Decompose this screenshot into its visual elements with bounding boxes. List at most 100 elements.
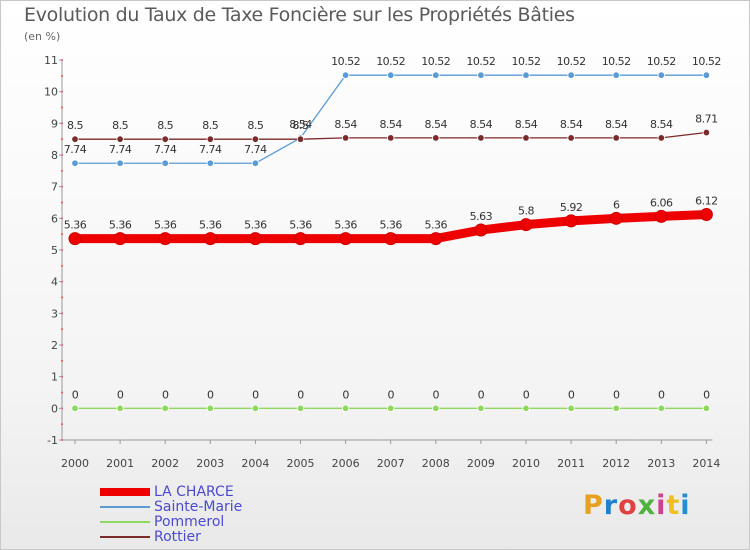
data-point-rottier xyxy=(116,135,124,143)
data-point-la-charce xyxy=(654,209,668,223)
data-point-la-charce xyxy=(68,232,82,246)
data-point-la-charce xyxy=(294,232,307,246)
data-label-sainte-marie: 10.52 xyxy=(466,55,495,68)
data-label-sainte-marie: 10.52 xyxy=(331,55,360,68)
y-axis-dot xyxy=(61,328,63,331)
data-point-la-charce xyxy=(609,211,623,225)
data-label-rottier: 8.54 xyxy=(470,118,493,131)
chart-title: Evolution du Taux de Taxe Foncière sur l… xyxy=(24,4,575,26)
data-label-la-charce: 5.36 xyxy=(154,219,177,232)
legend-entry-la-charce: LA CHARCE xyxy=(100,485,242,500)
logo-letter: i xyxy=(680,490,691,521)
data-label-sainte-marie: 10.52 xyxy=(692,55,721,68)
legend-label: LA CHARCE xyxy=(154,484,234,500)
data-point-la-charce xyxy=(203,232,217,246)
data-point-la-charce xyxy=(474,223,488,237)
y-axis-dot xyxy=(61,264,63,267)
data-label-la-charce: 5.36 xyxy=(109,219,132,232)
data-label-la-charce: 5.36 xyxy=(289,219,312,232)
data-point-la-charce xyxy=(339,232,353,246)
data-point-pommerol xyxy=(206,404,214,413)
data-label-pommerol: 0 xyxy=(387,388,394,401)
data-point-la-charce xyxy=(519,218,533,232)
y-axis-dot xyxy=(61,74,63,77)
data-label-pommerol: 0 xyxy=(568,388,575,401)
data-label-sainte-marie: 7.74 xyxy=(154,143,177,156)
y-axis-dot xyxy=(61,423,63,426)
x-tick-label: 2001 xyxy=(106,457,134,470)
data-label-rottier: 8.5 xyxy=(157,119,173,132)
data-label-pommerol: 0 xyxy=(117,388,124,401)
data-point-pommerol xyxy=(612,404,620,413)
legend-entry-rottier: Rottier xyxy=(100,530,242,545)
data-label-la-charce: 5.36 xyxy=(64,219,87,232)
data-point-rottier xyxy=(387,134,395,142)
data-label-sainte-marie: 10.52 xyxy=(376,55,405,68)
y-tick-label: 11 xyxy=(44,54,58,67)
data-point-sainte-marie xyxy=(116,159,124,167)
x-tick-label: 2014 xyxy=(692,457,720,470)
legend-entry-pommerol: Pommerol xyxy=(100,515,242,530)
data-label-sainte-marie: 10.52 xyxy=(602,55,631,68)
data-point-pommerol xyxy=(387,404,395,413)
data-label-la-charce: 5.36 xyxy=(379,219,402,232)
y-tick-label: 4 xyxy=(51,276,58,289)
y-tick-label: 9 xyxy=(51,117,58,130)
data-point-sainte-marie xyxy=(71,159,79,167)
data-point-pommerol xyxy=(432,404,440,413)
y-tick-label: 2 xyxy=(51,339,58,352)
data-point-pommerol xyxy=(702,404,711,413)
y-axis-dot xyxy=(61,106,63,109)
data-label-la-charce: 6.06 xyxy=(650,196,673,209)
data-label-sainte-marie: 7.74 xyxy=(109,143,132,156)
line-chart: -1 0 1 2 3 4 5 6 7 8 9 10 11 2000 2001 2002 2003 2004 2005… xyxy=(44,54,721,470)
x-tick-label: 2003 xyxy=(196,457,224,470)
y-tick-label: 0 xyxy=(51,402,58,415)
data-label-la-charce: 5.63 xyxy=(470,210,493,223)
data-label-la-charce: 5.92 xyxy=(560,201,583,214)
data-point-rottier xyxy=(206,135,214,143)
data-label-la-charce: 6.12 xyxy=(695,195,718,208)
x-tick-label: 2011 xyxy=(557,457,585,470)
data-point-rottier xyxy=(71,135,79,143)
data-point-rottier xyxy=(251,135,260,143)
data-label-sainte-marie: 10.52 xyxy=(647,55,676,68)
y-tick-label: 1 xyxy=(51,371,58,384)
data-point-la-charce xyxy=(699,208,713,222)
data-label-pommerol: 0 xyxy=(72,388,79,401)
y-axis-dot xyxy=(61,138,63,141)
x-tick-label: 2006 xyxy=(332,457,360,470)
legend-swatch xyxy=(100,506,150,508)
data-label-pommerol: 0 xyxy=(207,388,214,401)
y-tick-label: 6 xyxy=(51,212,58,225)
data-label-pommerol: 0 xyxy=(297,388,304,401)
legend-swatch xyxy=(100,521,150,523)
y-tick-label: 10 xyxy=(44,86,58,99)
data-label-pommerol: 0 xyxy=(252,388,259,401)
data-label-rottier: 8.54 xyxy=(334,118,357,131)
data-point-sainte-marie xyxy=(477,71,485,79)
data-point-rottier xyxy=(567,134,575,142)
y-axis-dot xyxy=(61,296,63,299)
data-label-la-charce: 5.8 xyxy=(518,205,534,218)
y-tick-label: 8 xyxy=(51,149,58,162)
data-label-pommerol: 0 xyxy=(658,388,665,401)
data-label-sainte-marie: 10.52 xyxy=(421,55,450,68)
data-point-rottier xyxy=(612,134,620,142)
data-label-sainte-marie: 7.74 xyxy=(244,143,267,156)
data-label-rottier: 8.5 xyxy=(293,119,309,132)
logo-letter: x xyxy=(637,490,657,521)
data-label-la-charce: 6 xyxy=(613,198,620,211)
logo-letter: P xyxy=(583,490,604,521)
legend-label: Sainte-Marie xyxy=(154,499,243,515)
y-axis-dot xyxy=(61,391,63,394)
data-point-pommerol xyxy=(522,404,530,413)
data-label-rottier: 8.5 xyxy=(202,119,218,132)
x-tick-label: 2012 xyxy=(602,457,630,470)
data-point-sainte-marie xyxy=(161,159,169,167)
data-point-sainte-marie xyxy=(387,71,395,79)
data-label-la-charce: 5.36 xyxy=(334,219,357,232)
x-tick-label: 2004 xyxy=(241,457,269,470)
x-tick-label: 2013 xyxy=(647,457,675,470)
